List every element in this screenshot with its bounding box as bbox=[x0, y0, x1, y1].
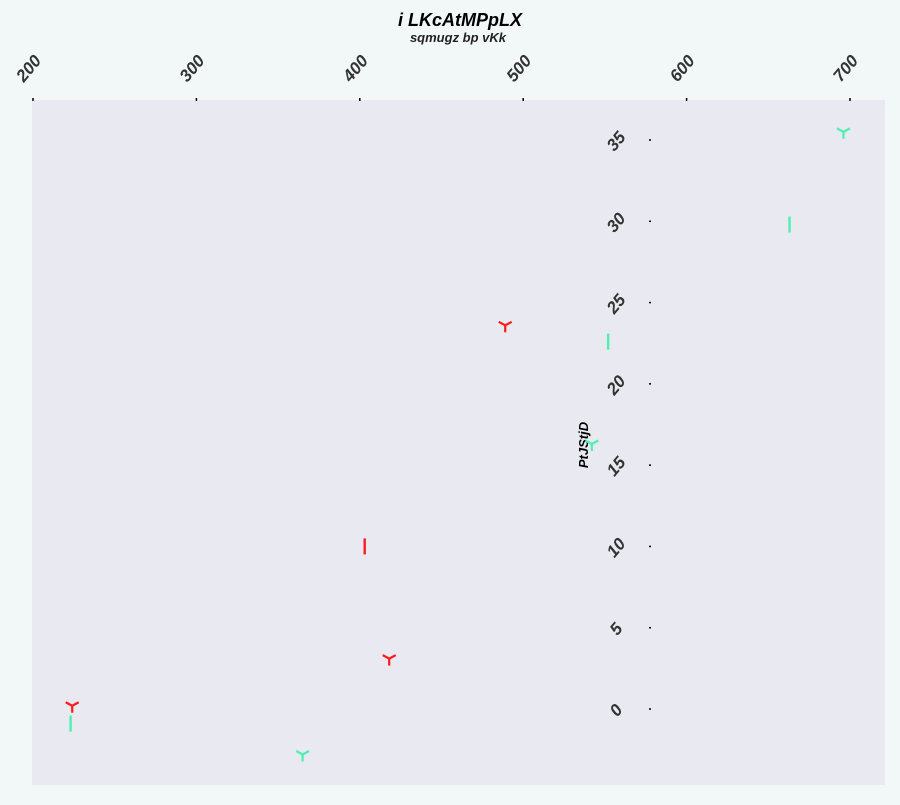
x-tick-label: 600 bbox=[666, 51, 699, 85]
x-tick-label: 500 bbox=[503, 51, 536, 85]
chart-title: i LKcAtMPpLX bbox=[398, 10, 523, 30]
data-point-tri bbox=[584, 439, 599, 452]
x-tick-label: 700 bbox=[829, 51, 862, 85]
data-point-tri bbox=[836, 127, 851, 139]
data-point-tri bbox=[382, 654, 397, 666]
x-tick-label: 200 bbox=[12, 51, 46, 86]
chart-subtitle: sqmugz bp vKk bbox=[410, 30, 507, 45]
data-point-tri bbox=[498, 320, 513, 333]
x-axis: 200 300 400 500 600 700 bbox=[12, 51, 863, 101]
y-axis-label: PtJStjD bbox=[576, 421, 591, 468]
data-point-tri bbox=[295, 750, 310, 762]
data-point-tri bbox=[65, 701, 80, 713]
plot-area bbox=[32, 100, 885, 785]
x-tick-label: 400 bbox=[339, 51, 373, 86]
data-points bbox=[65, 127, 851, 762]
x-tick-label: 300 bbox=[176, 51, 209, 85]
